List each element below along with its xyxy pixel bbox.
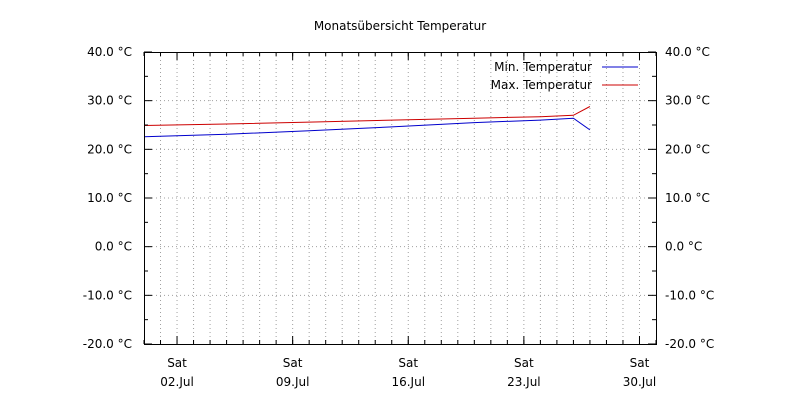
legend-label-max: Max. Temperatur	[491, 78, 592, 92]
y-tick-label-right: -10.0 °C	[665, 288, 714, 302]
y-tick-label-right: 30.0 °C	[665, 94, 710, 108]
x-tick-label-date: 30.Jul	[623, 375, 657, 389]
legend-label-min: Min. Temperatur	[494, 60, 592, 74]
x-tick-label-day: Sat	[630, 356, 650, 370]
x-tick-label-date: 02.Jul	[160, 375, 194, 389]
x-tick-label-day: Sat	[283, 356, 303, 370]
y-tick-label-right: -20.0 °C	[665, 337, 714, 351]
x-tick-label-day: Sat	[514, 356, 534, 370]
grid-lines	[144, 52, 656, 344]
chart-title: Monatsübersicht Temperatur	[314, 19, 486, 33]
y-tick-label-left: 0.0 °C	[95, 240, 132, 254]
y-tick-label-left: -10.0 °C	[83, 288, 132, 302]
x-tick-label-date: 16.Jul	[391, 375, 425, 389]
series-lines	[143, 106, 591, 138]
legend: Min. Temperatur Max. Temperatur	[491, 60, 638, 92]
y-tick-label-left: 40.0 °C	[87, 45, 132, 59]
axis-ticks	[143, 51, 657, 345]
y-tick-label-left: 10.0 °C	[87, 191, 132, 205]
y-tick-label-right: 0.0 °C	[665, 240, 702, 254]
x-tick-label-day: Sat	[167, 356, 187, 370]
y-tick-label-right: 10.0 °C	[665, 191, 710, 205]
y-tick-label-left: 30.0 °C	[87, 94, 132, 108]
tick-labels: -20.0 °C -20.0 °C -10.0 °C -10.0 °C 0.0 °C 0.…	[83, 45, 715, 389]
y-tick-label-right: 40.0 °C	[665, 45, 710, 59]
x-tick-label-date: 09.Jul	[276, 375, 310, 389]
y-tick-label-right: 20.0 °C	[665, 142, 710, 156]
x-tick-label-day: Sat	[398, 356, 418, 370]
y-tick-label-left: 20.0 °C	[87, 142, 132, 156]
series-line-max-temperature	[143, 106, 591, 126]
series-line-min-temperature	[143, 117, 591, 138]
y-tick-label-left: -20.0 °C	[83, 337, 132, 351]
x-tick-label-date: 23.Jul	[507, 375, 541, 389]
